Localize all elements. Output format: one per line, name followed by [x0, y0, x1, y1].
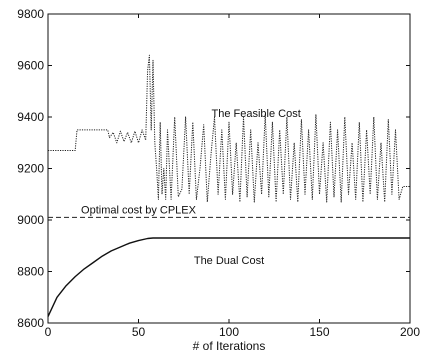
series-dual-line: [47, 237, 410, 317]
series-feasible-line: [48, 54, 410, 203]
x-tick-label: 150: [309, 325, 329, 339]
axis-ticks: 0 50 100 150 200 8600 8800 9000 9200 9400 9600 9800: [17, 7, 420, 339]
x-tick-label: 50: [132, 325, 146, 339]
x-tick-label: 0: [45, 325, 52, 339]
plot-frame: [47, 13, 411, 324]
y-tick-label: 8600: [17, 316, 44, 330]
x-tick-label: 200: [400, 325, 420, 339]
y-tick-label: 9000: [17, 213, 44, 227]
annotation-feasible: The Feasible Cost: [212, 108, 301, 120]
x-tick-label: 100: [219, 325, 239, 339]
annotation-dual: The Dual Cost: [194, 255, 264, 267]
y-tick-label: 9200: [17, 162, 44, 176]
plot-area-frame: [47, 13, 411, 324]
y-tick-label: 9800: [17, 7, 44, 21]
chart-annotations: The Feasible Cost Optimal cost by CPLEX Th…: [81, 108, 301, 267]
x-axis-title: # of Iterations: [193, 339, 266, 353]
annotation-optimal: Optimal cost by CPLEX: [81, 205, 197, 217]
y-tick-label: 8800: [17, 265, 44, 279]
chart-series: [47, 54, 410, 317]
y-tick-label: 9600: [17, 59, 44, 73]
y-tick-label: 9400: [17, 110, 44, 124]
